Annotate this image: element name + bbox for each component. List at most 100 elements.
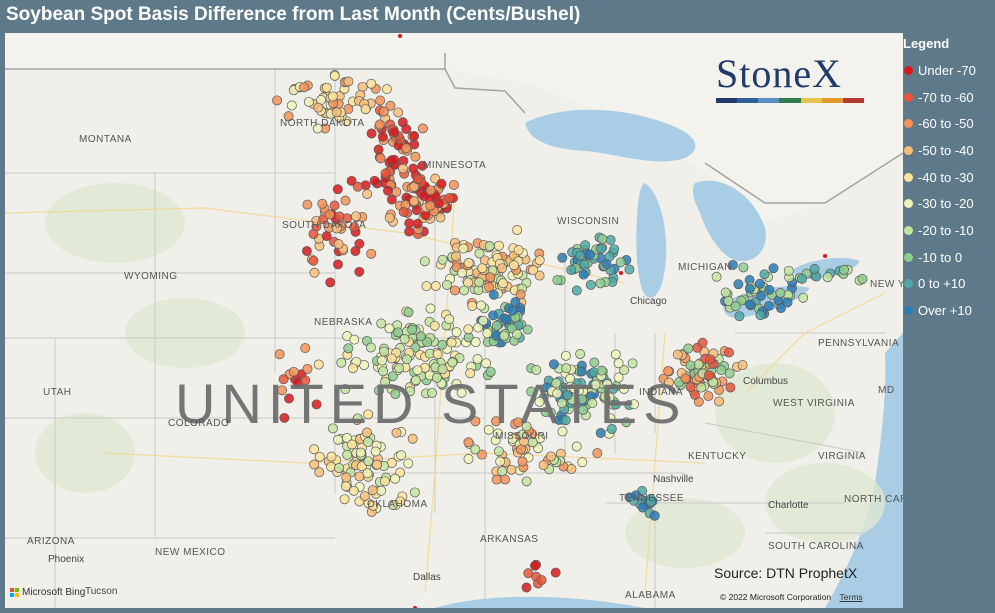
basis-point[interactable] xyxy=(387,371,398,382)
basis-point[interactable] xyxy=(333,239,344,250)
basis-point[interactable] xyxy=(624,264,635,275)
legend-item[interactable]: -60 to -50 xyxy=(903,110,995,137)
basis-point[interactable] xyxy=(401,143,412,154)
basis-point[interactable] xyxy=(560,350,571,361)
basis-point[interactable] xyxy=(354,238,365,249)
basis-point[interactable] xyxy=(329,70,340,81)
basis-point[interactable] xyxy=(326,451,337,462)
basis-point[interactable] xyxy=(493,446,504,457)
terms-link[interactable]: Terms xyxy=(839,592,863,602)
basis-point[interactable] xyxy=(451,378,462,389)
basis-point[interactable] xyxy=(577,394,587,405)
basis-point[interactable] xyxy=(548,359,559,370)
basis-point[interactable] xyxy=(483,282,494,293)
basis-point[interactable] xyxy=(331,107,342,118)
basis-point[interactable] xyxy=(587,398,598,409)
basis-point[interactable] xyxy=(488,289,499,300)
basis-point[interactable] xyxy=(396,450,407,461)
basis-point[interactable] xyxy=(409,196,420,207)
basis-point[interactable] xyxy=(449,285,460,296)
basis-point[interactable] xyxy=(605,234,616,245)
basis-point[interactable] xyxy=(619,365,630,376)
basis-point[interactable] xyxy=(738,262,749,273)
basis-point[interactable] xyxy=(373,144,384,155)
basis-point[interactable] xyxy=(578,404,588,415)
basis-point[interactable] xyxy=(562,390,573,401)
basis-point[interactable] xyxy=(365,342,376,353)
basis-point[interactable] xyxy=(300,375,311,386)
basis-point[interactable] xyxy=(534,270,545,281)
basis-point[interactable] xyxy=(663,377,674,388)
basis-point[interactable] xyxy=(472,354,483,365)
basis-point[interactable] xyxy=(606,424,617,434)
basis-point[interactable] xyxy=(683,343,694,354)
basis-point[interactable] xyxy=(302,199,313,210)
basis-point[interactable] xyxy=(391,186,402,197)
basis-point[interactable] xyxy=(446,337,457,348)
basis-point[interactable] xyxy=(507,433,518,444)
basis-point[interactable] xyxy=(737,360,748,371)
basis-point[interactable] xyxy=(540,406,551,417)
basis-point[interactable] xyxy=(374,385,384,396)
basis-point[interactable] xyxy=(497,263,507,274)
basis-point[interactable] xyxy=(363,437,373,448)
basis-point[interactable] xyxy=(697,337,708,348)
basis-point[interactable] xyxy=(473,322,484,333)
basis-point[interactable] xyxy=(521,582,532,593)
basis-point[interactable] xyxy=(410,151,421,162)
basis-point[interactable] xyxy=(329,200,340,211)
basis-point[interactable] xyxy=(348,485,359,496)
basis-point[interactable] xyxy=(433,198,444,209)
basis-point[interactable] xyxy=(530,560,540,571)
basis-point[interactable] xyxy=(340,384,351,395)
basis-point[interactable] xyxy=(334,463,344,473)
basis-point[interactable] xyxy=(550,567,561,578)
basis-point[interactable] xyxy=(527,437,538,448)
basis-point[interactable] xyxy=(313,359,324,370)
basis-point[interactable] xyxy=(277,385,287,396)
basis-point[interactable] xyxy=(431,372,442,383)
basis-point[interactable] xyxy=(324,209,335,220)
basis-point[interactable] xyxy=(485,272,496,283)
basis-point[interactable] xyxy=(456,387,467,398)
basis-point[interactable] xyxy=(725,382,736,393)
basis-point[interactable] xyxy=(476,300,487,311)
basis-point[interactable] xyxy=(491,474,502,485)
basis-point[interactable] xyxy=(500,474,510,485)
basis-point[interactable] xyxy=(346,175,357,186)
basis-point[interactable] xyxy=(649,510,660,521)
basis-point[interactable] xyxy=(419,256,430,267)
basis-point[interactable] xyxy=(631,490,642,501)
basis-point[interactable] xyxy=(716,365,727,376)
basis-point[interactable] xyxy=(362,468,373,479)
basis-point[interactable] xyxy=(756,290,766,301)
basis-point[interactable] xyxy=(734,311,745,322)
basis-point[interactable] xyxy=(576,366,587,377)
basis-point[interactable] xyxy=(451,327,462,338)
basis-point[interactable] xyxy=(342,449,353,460)
basis-point[interactable] xyxy=(515,289,526,300)
basis-point[interactable] xyxy=(507,305,518,316)
basis-point[interactable] xyxy=(569,383,579,394)
basis-point[interactable] xyxy=(398,163,408,174)
basis-point[interactable] xyxy=(696,382,707,393)
basis-point[interactable] xyxy=(477,263,488,274)
basis-point[interactable] xyxy=(278,374,289,385)
basis-point[interactable] xyxy=(317,198,328,209)
basis-point[interactable] xyxy=(610,399,621,410)
basis-point[interactable] xyxy=(422,337,433,348)
basis-point[interactable] xyxy=(375,153,386,164)
basis-point[interactable] xyxy=(380,377,391,387)
basis-point[interactable] xyxy=(377,131,388,142)
basis-point[interactable] xyxy=(705,354,716,365)
basis-point[interactable] xyxy=(349,222,360,233)
basis-point[interactable] xyxy=(436,178,447,189)
basis-point[interactable] xyxy=(590,379,601,390)
bing-attribution[interactable]: Microsoft Bing xyxy=(10,587,85,598)
basis-point[interactable] xyxy=(309,267,320,278)
basis-point[interactable] xyxy=(425,200,436,211)
basis-point[interactable] xyxy=(333,434,343,445)
basis-point[interactable] xyxy=(314,467,325,478)
basis-point[interactable] xyxy=(465,368,476,379)
basis-point[interactable] xyxy=(366,248,377,259)
